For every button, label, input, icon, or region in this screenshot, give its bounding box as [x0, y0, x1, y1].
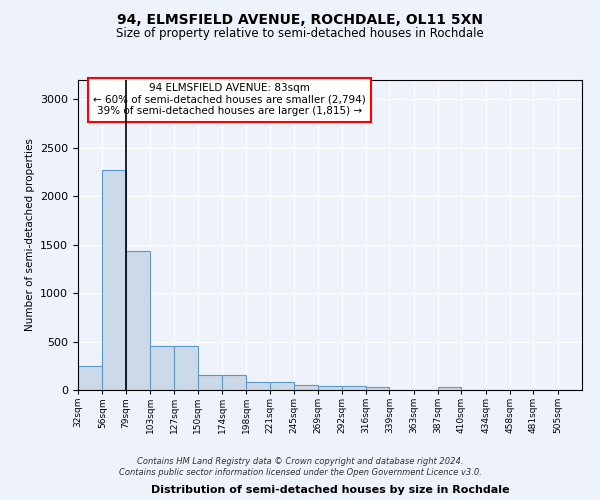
Text: 94 ELMSFIELD AVENUE: 83sqm
← 60% of semi-detached houses are smaller (2,794)
39%: 94 ELMSFIELD AVENUE: 83sqm ← 60% of semi… [93, 83, 365, 116]
Bar [175, 346, 197, 390]
Text: 94, ELMSFIELD AVENUE, ROCHDALE, OL11 5XN: 94, ELMSFIELD AVENUE, ROCHDALE, OL11 5XN [117, 12, 483, 26]
Text: Contains HM Land Registry data © Crown copyright and database right 2024.
Contai: Contains HM Land Registry data © Crown c… [119, 458, 481, 477]
Bar [125, 252, 150, 390]
Text: Distribution of semi-detached houses by size in Rochdale: Distribution of semi-detached houses by … [151, 485, 509, 495]
Bar [150, 346, 175, 390]
Text: Size of property relative to semi-detached houses in Rochdale: Size of property relative to semi-detach… [116, 28, 484, 40]
Y-axis label: Number of semi-detached properties: Number of semi-detached properties [25, 138, 35, 332]
Bar [269, 382, 294, 390]
Bar [438, 386, 461, 390]
Bar [222, 374, 247, 390]
Bar [341, 386, 366, 390]
Bar [78, 366, 103, 390]
Bar [294, 385, 319, 390]
Bar [247, 382, 269, 390]
Bar [366, 387, 389, 390]
Bar [197, 374, 222, 390]
Bar [319, 386, 341, 390]
Bar [103, 170, 125, 390]
